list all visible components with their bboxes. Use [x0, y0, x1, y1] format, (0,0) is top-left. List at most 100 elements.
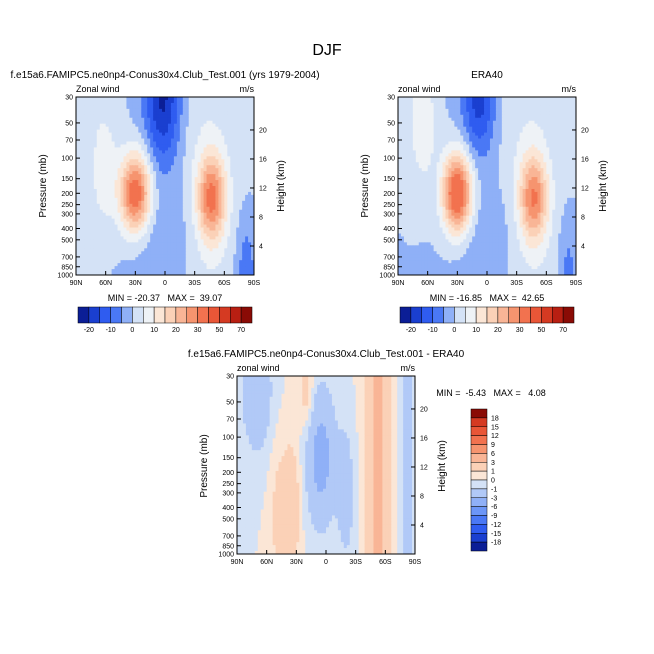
field-cell — [194, 269, 199, 273]
field-cell — [147, 150, 151, 154]
field-cell — [218, 165, 222, 169]
field-cell — [230, 248, 234, 252]
field-cell — [167, 114, 172, 119]
field-cell — [123, 272, 127, 276]
field-cell — [570, 111, 574, 116]
field-cell — [239, 129, 243, 133]
field-cell — [162, 230, 166, 234]
field-cell — [81, 203, 86, 208]
field-cell — [212, 135, 216, 139]
field-cell — [239, 159, 243, 163]
field-cell — [165, 254, 169, 258]
field-cell — [203, 218, 207, 222]
field-cell — [398, 132, 402, 136]
field-cell — [120, 162, 124, 166]
field-cell — [492, 135, 497, 139]
field-cell — [126, 242, 130, 246]
field-cell — [165, 203, 169, 208]
field-cell — [76, 209, 80, 214]
field-cell — [239, 144, 243, 148]
field-cell — [129, 186, 133, 190]
field-cell — [221, 108, 225, 113]
field-cell — [93, 132, 98, 136]
field-cell — [117, 269, 121, 273]
field-cell — [78, 147, 83, 151]
field-cell — [454, 99, 458, 104]
field-cell — [99, 194, 104, 199]
field-cell — [188, 156, 193, 160]
field-cell — [167, 111, 172, 116]
field-cell — [78, 191, 83, 196]
field-cell — [117, 97, 121, 101]
field-cell — [185, 221, 190, 225]
field-cell — [120, 156, 124, 160]
field-cell — [534, 135, 538, 139]
field-cell — [495, 150, 500, 154]
field-cell — [150, 251, 154, 255]
field-cell — [179, 126, 184, 131]
field-cell — [236, 135, 240, 139]
field-cell — [150, 186, 154, 190]
field-cell — [457, 141, 461, 145]
field-cell — [218, 263, 222, 267]
field-cell — [150, 126, 154, 131]
field-cell — [111, 242, 115, 246]
field-cell — [102, 177, 107, 181]
field-cell — [209, 209, 213, 214]
field-cell — [144, 203, 148, 208]
field-cell — [78, 105, 83, 110]
field-cell — [138, 236, 142, 240]
field-cell — [242, 218, 246, 222]
field-cell — [156, 165, 160, 169]
field-cell — [215, 257, 219, 261]
field-cell — [108, 156, 112, 160]
field-cell — [421, 153, 426, 157]
field-cell — [76, 212, 80, 217]
field-cell — [200, 156, 204, 160]
field-cell — [147, 248, 151, 252]
field-cell — [141, 180, 145, 184]
field-cell — [507, 111, 512, 116]
field-cell — [129, 251, 133, 255]
field-cell — [87, 251, 92, 255]
field-cell — [87, 180, 92, 184]
field-cell — [150, 203, 154, 208]
field-cell — [176, 215, 181, 220]
field-cell — [403, 108, 408, 113]
field-cell — [123, 200, 127, 205]
field-cell — [248, 209, 252, 214]
field-cell — [236, 99, 240, 104]
field-cell — [400, 97, 405, 101]
field-cell — [212, 245, 216, 249]
field-cell — [162, 200, 166, 205]
field-cell — [81, 260, 86, 264]
field-cell — [93, 206, 98, 211]
field-cell — [108, 132, 112, 136]
field-cell — [132, 177, 136, 181]
field-cell — [185, 260, 190, 264]
field-cell — [451, 150, 455, 154]
field-cell — [218, 168, 222, 172]
field-cell — [206, 194, 210, 199]
field-cell — [412, 108, 417, 113]
field-cell — [182, 114, 187, 119]
field-cell — [398, 141, 402, 145]
field-cell — [96, 171, 101, 175]
field-cell — [147, 272, 151, 276]
field-cell — [564, 132, 568, 136]
field-cell — [540, 132, 544, 136]
field-cell — [433, 156, 437, 160]
field-cell — [233, 180, 237, 184]
field-cell — [412, 99, 417, 104]
field-cell — [558, 126, 562, 131]
field-cell — [191, 242, 196, 246]
field-cell — [90, 266, 95, 270]
field-cell — [102, 212, 107, 217]
field-cell — [507, 120, 512, 125]
field-cell — [173, 227, 178, 231]
field-cell — [457, 99, 461, 104]
field-cell — [236, 162, 240, 166]
field-cell — [567, 129, 571, 133]
field-cell — [191, 150, 196, 154]
field-cell — [251, 194, 255, 199]
